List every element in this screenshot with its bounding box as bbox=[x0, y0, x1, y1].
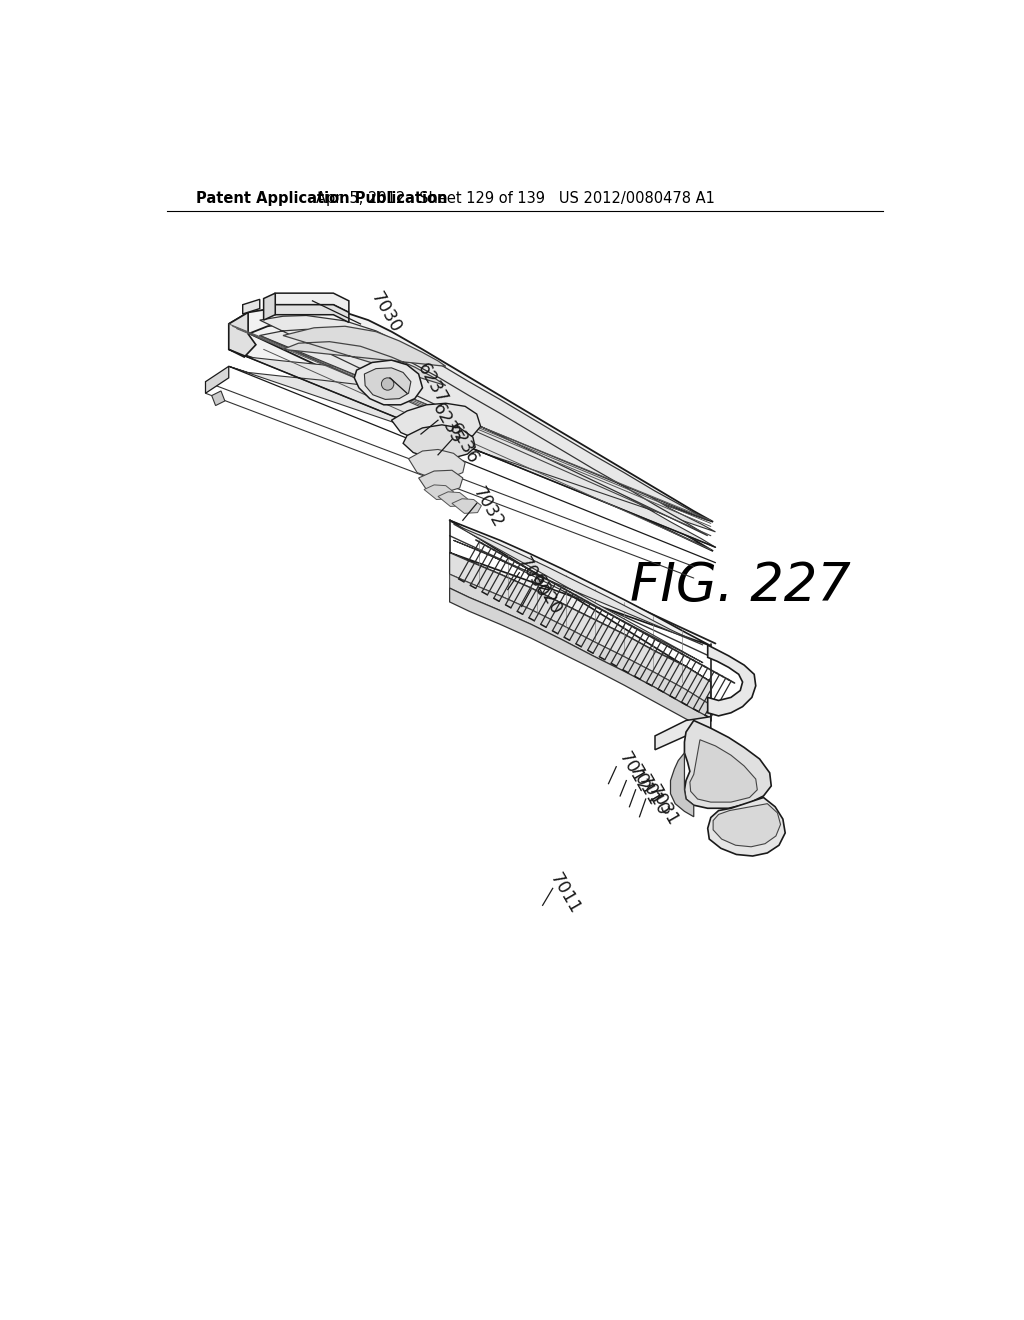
Polygon shape bbox=[450, 520, 711, 682]
Polygon shape bbox=[671, 752, 693, 817]
Text: 7030: 7030 bbox=[367, 289, 404, 337]
Text: 7030: 7030 bbox=[514, 554, 552, 602]
Polygon shape bbox=[690, 739, 758, 803]
Text: Patent Application Publication: Patent Application Publication bbox=[197, 191, 447, 206]
Polygon shape bbox=[424, 484, 454, 499]
Polygon shape bbox=[713, 804, 780, 847]
Text: 7010: 7010 bbox=[634, 772, 672, 820]
Polygon shape bbox=[275, 305, 349, 322]
Polygon shape bbox=[409, 449, 465, 479]
Polygon shape bbox=[228, 350, 716, 548]
Text: 7012: 7012 bbox=[614, 748, 652, 796]
Polygon shape bbox=[206, 367, 228, 393]
Polygon shape bbox=[708, 645, 756, 715]
Text: FIG. 227: FIG. 227 bbox=[630, 560, 851, 611]
Text: 6236: 6236 bbox=[444, 420, 482, 467]
Polygon shape bbox=[438, 492, 467, 507]
Polygon shape bbox=[450, 553, 711, 705]
Polygon shape bbox=[275, 293, 349, 313]
Text: 6235: 6235 bbox=[429, 400, 466, 447]
Polygon shape bbox=[452, 499, 481, 513]
Polygon shape bbox=[454, 524, 703, 663]
Polygon shape bbox=[283, 326, 445, 385]
Text: 7031: 7031 bbox=[644, 781, 682, 829]
Polygon shape bbox=[243, 300, 260, 314]
Polygon shape bbox=[450, 589, 711, 731]
Polygon shape bbox=[419, 470, 463, 492]
Text: 7011: 7011 bbox=[625, 763, 663, 809]
Text: Apr. 5, 2012   Sheet 129 of 139   US 2012/0080478 A1: Apr. 5, 2012 Sheet 129 of 139 US 2012/00… bbox=[316, 191, 715, 206]
Polygon shape bbox=[684, 721, 771, 808]
Text: 6220: 6220 bbox=[527, 572, 565, 619]
Polygon shape bbox=[708, 797, 785, 855]
Polygon shape bbox=[228, 306, 713, 552]
Text: 7032: 7032 bbox=[469, 483, 507, 531]
Polygon shape bbox=[212, 391, 225, 405]
Polygon shape bbox=[260, 315, 708, 536]
Polygon shape bbox=[391, 404, 480, 444]
Polygon shape bbox=[403, 425, 475, 459]
Circle shape bbox=[381, 378, 394, 391]
Polygon shape bbox=[228, 313, 256, 358]
Polygon shape bbox=[263, 293, 275, 321]
Polygon shape bbox=[365, 368, 411, 400]
Text: 7011: 7011 bbox=[547, 870, 584, 917]
Text: 6237: 6237 bbox=[414, 359, 451, 407]
Polygon shape bbox=[354, 360, 423, 405]
Polygon shape bbox=[655, 717, 711, 750]
Polygon shape bbox=[450, 574, 711, 721]
